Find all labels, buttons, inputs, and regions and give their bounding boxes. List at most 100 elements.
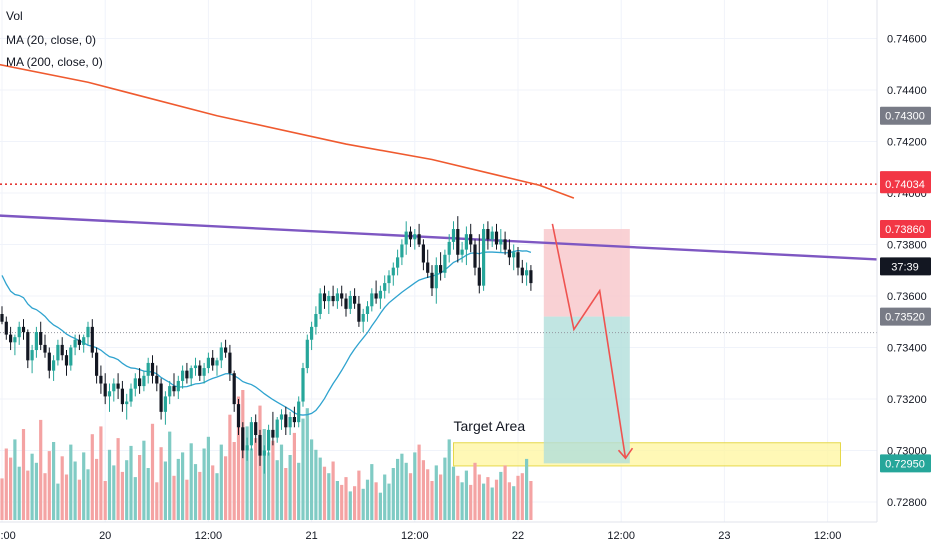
volume-bar — [387, 483, 391, 520]
candle-body — [211, 357, 215, 366]
candle-body — [0, 314, 4, 322]
volume-bar — [464, 470, 468, 520]
volume-bar — [0, 478, 4, 520]
volume-bar — [331, 461, 335, 520]
candle-body — [344, 298, 348, 309]
volume-bar — [193, 464, 198, 520]
volume-bar — [408, 473, 413, 520]
volume-bar — [69, 444, 73, 520]
volume-bar — [417, 444, 421, 520]
volume-bar — [439, 474, 443, 520]
volume-bar — [112, 465, 116, 520]
candle-body — [249, 422, 253, 446]
volume-bar — [357, 470, 361, 520]
volume-bar — [181, 452, 185, 520]
candle-body — [189, 368, 193, 379]
volume-bar — [396, 458, 400, 520]
volume-bar — [400, 453, 404, 520]
price-label-text: 37:39 — [891, 261, 919, 273]
candle-body — [297, 401, 301, 423]
price-label-text: 0.72950 — [885, 458, 925, 470]
ma200-line — [0, 63, 575, 199]
candle-body — [107, 391, 112, 397]
candle-body — [258, 435, 262, 456]
legend-ma200[interactable]: MA (200, close, 0) — [6, 55, 103, 69]
legend-vol[interactable]: Vol — [6, 9, 23, 23]
volume-bar — [163, 461, 167, 520]
candle-body — [267, 429, 271, 451]
price-label-text: 0.74034 — [885, 179, 925, 191]
volume-bar — [82, 452, 86, 520]
volume-bar — [275, 460, 279, 520]
volume-bar — [262, 429, 266, 520]
candle-body — [391, 267, 395, 276]
volume-bar — [159, 447, 163, 520]
candle-body — [146, 362, 150, 376]
volume-bar — [512, 486, 516, 520]
volume-bar — [64, 474, 69, 520]
candle-body — [142, 375, 146, 387]
volume-bar — [99, 426, 103, 520]
volume-bar — [267, 452, 271, 520]
candle-body — [439, 265, 443, 273]
volume-bar — [503, 465, 507, 520]
candle-body — [327, 295, 331, 302]
candle-body — [56, 344, 60, 361]
time-tick-label: 12:00 — [0, 530, 16, 542]
candle-body — [163, 396, 167, 412]
volume-bar — [236, 396, 241, 520]
candle-body — [26, 332, 30, 361]
candle-body — [271, 429, 275, 438]
legend-ma20[interactable]: MA (20, close, 0) — [6, 33, 97, 47]
candle-body — [310, 326, 314, 340]
time-tick-label: 12:00 — [814, 530, 842, 542]
candle-body — [305, 339, 309, 369]
volume-bar — [21, 429, 26, 520]
candle-body — [434, 265, 438, 289]
volume-bar — [4, 448, 8, 520]
candle-body — [82, 337, 86, 345]
candle-body — [426, 262, 430, 273]
volume-bar — [13, 439, 17, 520]
candle-body — [95, 352, 99, 376]
volume-bar — [482, 483, 486, 520]
volume-bar — [142, 440, 146, 520]
candle-body — [482, 229, 486, 286]
volume-bar — [473, 462, 477, 520]
volume-bar — [56, 483, 60, 520]
candle-body — [69, 347, 73, 366]
candle-body — [284, 414, 288, 428]
candle-body — [396, 257, 400, 268]
candle-body — [365, 306, 370, 314]
candle-body — [155, 375, 159, 384]
candle-body — [525, 270, 529, 276]
volume-bar — [129, 445, 133, 520]
candle-body — [159, 383, 163, 412]
candle-body — [499, 239, 503, 245]
volume-bar — [284, 468, 288, 520]
candle-body — [30, 350, 34, 361]
volume-bar — [353, 486, 357, 520]
target-area-box — [453, 442, 841, 467]
volume-bar — [198, 471, 202, 520]
volume-bar — [26, 470, 30, 520]
candle-body — [224, 347, 228, 353]
volume-bar — [344, 477, 348, 520]
price-label-badge — [880, 257, 931, 276]
volume-bar — [206, 436, 210, 520]
arrow-head-icon — [617, 447, 634, 460]
candle-body — [451, 229, 456, 242]
candle-body — [473, 244, 477, 268]
volume-bar — [219, 444, 223, 520]
price-label-text: 0.73520 — [885, 312, 925, 324]
candle-body — [60, 344, 64, 356]
take-profit-zone — [543, 316, 630, 464]
candle-body — [133, 378, 137, 389]
candle-body — [193, 365, 198, 369]
candle-body — [516, 252, 520, 268]
candle-body — [490, 231, 494, 240]
volume-bar — [9, 457, 13, 520]
volume-bar — [413, 452, 417, 520]
